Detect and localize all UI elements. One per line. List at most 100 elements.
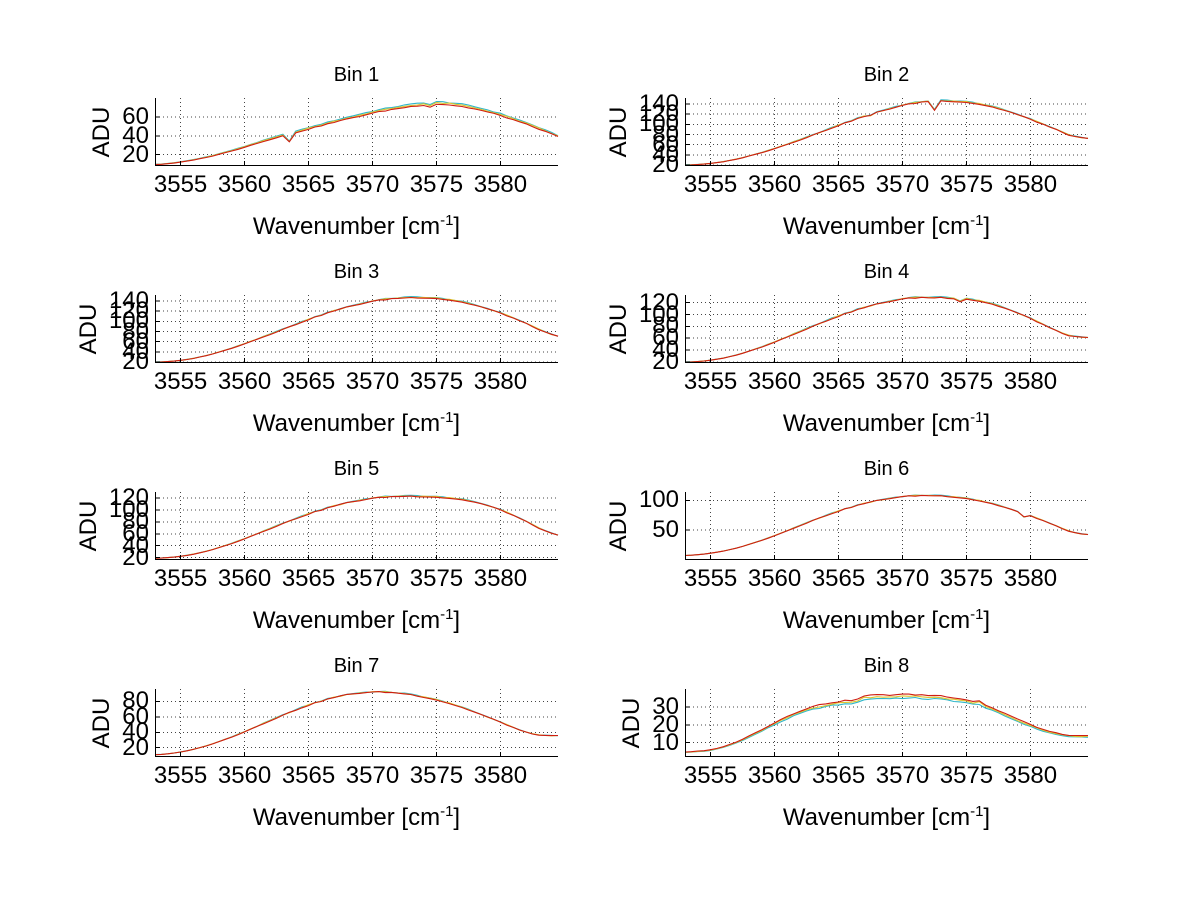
x-tick-label: 3560 xyxy=(747,565,802,592)
axis-lines xyxy=(685,98,1088,166)
x-axis-label: Wavenumber [cm-1] xyxy=(737,797,1037,833)
x-tick-label: 3570 xyxy=(875,565,930,592)
x-tick-label: 3580 xyxy=(473,565,528,592)
series-red-line xyxy=(684,494,1089,557)
xlabel-superscript: -1 xyxy=(970,212,984,229)
tick-marks xyxy=(155,116,501,166)
x-tick-label: 3565 xyxy=(281,368,336,395)
axis-lines xyxy=(685,689,1088,757)
x-tick-label: 3555 xyxy=(683,565,738,592)
xlabel-superscript: -1 xyxy=(970,803,984,820)
x-tick-label: 3560 xyxy=(217,565,272,592)
x-tick-label: 3560 xyxy=(217,368,272,395)
y-tick-label: 50 xyxy=(652,516,679,544)
y-tick-label: 60 xyxy=(122,327,149,355)
chart-title: Bin 5 xyxy=(333,458,380,480)
xlabel-superscript: -1 xyxy=(970,606,984,623)
y-tick-label: 80 xyxy=(122,317,149,345)
y-tick-label: 100 xyxy=(638,300,679,328)
x-tick-label: 3575 xyxy=(939,565,994,592)
gridlines xyxy=(155,492,558,560)
x-tick-label: 3560 xyxy=(217,762,272,789)
series-cyan-line xyxy=(684,696,1089,753)
xlabel-text: Wavenumber [cm xyxy=(252,607,441,634)
x-tick-label: 3560 xyxy=(747,762,802,789)
tick-marks xyxy=(685,302,1031,363)
xlabel-bracket: ] xyxy=(983,804,991,831)
xlabel-superscript: -1 xyxy=(440,212,454,229)
x-axis-label: Wavenumber [cm-1] xyxy=(207,206,507,242)
x-tick-label: 3565 xyxy=(281,565,336,592)
x-axis-label: Wavenumber [cm-1] xyxy=(737,206,1037,242)
x-tick-label: 3580 xyxy=(1003,565,1058,592)
x-tick-label: 3575 xyxy=(409,762,464,789)
xlabel-text: Wavenumber [cm xyxy=(252,804,441,831)
x-tick-label: 3565 xyxy=(811,565,866,592)
x-axis-label: Wavenumber [cm-1] xyxy=(207,403,507,439)
chart-title: Bin 2 xyxy=(863,64,910,86)
chart-title: Bin 7 xyxy=(333,655,380,677)
xlabel-superscript: -1 xyxy=(970,409,984,426)
y-tick-label: 120 xyxy=(108,297,149,325)
x-tick-label: 3580 xyxy=(1003,762,1058,789)
axis-lines xyxy=(155,689,558,757)
xlabel-text: Wavenumber [cm xyxy=(252,410,441,437)
x-tick-label: 3575 xyxy=(409,565,464,592)
plot-area xyxy=(154,98,559,166)
y-tick-label: 20 xyxy=(122,543,149,571)
tick-marks xyxy=(685,706,1031,757)
xlabel-text: Wavenumber [cm xyxy=(782,804,971,831)
tick-marks xyxy=(155,700,501,757)
x-tick-label: 3570 xyxy=(875,171,930,198)
y-tick-label: 10 xyxy=(652,728,679,756)
x-tick-label: 3560 xyxy=(747,171,802,198)
chart-title: Bin 3 xyxy=(333,261,380,283)
y-tick-label: 80 xyxy=(652,120,679,148)
plot-area xyxy=(684,689,1089,757)
plot-area xyxy=(154,689,559,757)
x-tick-label: 3565 xyxy=(281,762,336,789)
x-tick-label: 3570 xyxy=(875,368,930,395)
axis-lines xyxy=(685,295,1088,363)
x-tick-label: 3575 xyxy=(939,368,994,395)
plot-area xyxy=(154,492,559,560)
x-tick-label: 3570 xyxy=(345,171,400,198)
y-tick-label: 120 xyxy=(108,483,149,511)
x-tick-label: 3555 xyxy=(683,368,738,395)
xlabel-superscript: -1 xyxy=(440,606,454,623)
x-tick-label: 3565 xyxy=(281,171,336,198)
y-tick-label: 100 xyxy=(638,486,679,514)
x-tick-label: 3570 xyxy=(875,762,930,789)
series-red-line xyxy=(154,495,559,559)
tick-marks xyxy=(685,499,1031,560)
y-tick-label: 100 xyxy=(108,495,149,523)
x-tick-label: 3555 xyxy=(683,762,738,789)
x-tick-label: 3565 xyxy=(811,171,866,198)
series-red-line xyxy=(684,100,1089,166)
gridlines xyxy=(685,98,1088,166)
x-tick-label: 3555 xyxy=(153,368,208,395)
plot-area xyxy=(684,295,1089,363)
x-axis-label: Wavenumber [cm-1] xyxy=(737,403,1037,439)
xlabel-text: Wavenumber [cm xyxy=(782,607,971,634)
xlabel-bracket: ] xyxy=(983,410,991,437)
y-tick-label: 40 xyxy=(652,140,679,168)
chart-title: Bin 4 xyxy=(863,261,910,283)
y-tick-label: 140 xyxy=(638,90,679,118)
y-tick-label: 80 xyxy=(652,312,679,340)
y-tick-label: 40 xyxy=(122,718,149,746)
x-axis-label: Wavenumber [cm-1] xyxy=(207,797,507,833)
y-tick-label: 60 xyxy=(122,702,149,730)
y-tick-label: 120 xyxy=(638,288,679,316)
chart-title: Bin 6 xyxy=(863,458,910,480)
y-tick-label: 60 xyxy=(652,324,679,352)
x-tick-label: 3570 xyxy=(345,762,400,789)
y-tick-label: 80 xyxy=(122,507,149,535)
series-red-line xyxy=(684,693,1089,753)
x-tick-label: 3575 xyxy=(939,171,994,198)
xlabel-bracket: ] xyxy=(453,804,461,831)
x-tick-label: 3555 xyxy=(683,171,738,198)
y-tick-label: 40 xyxy=(652,335,679,363)
x-tick-label: 3555 xyxy=(153,171,208,198)
